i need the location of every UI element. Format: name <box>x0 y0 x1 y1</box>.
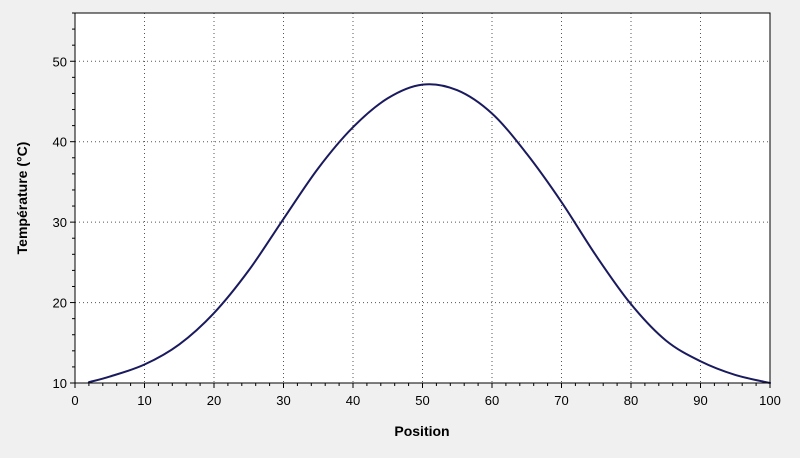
series-line <box>87 83 771 384</box>
series-layer <box>87 83 771 384</box>
y-tick-label: 40 <box>53 135 67 150</box>
x-tick-label: 100 <box>759 393 781 408</box>
x-tick-label: 0 <box>71 393 78 408</box>
x-tick-label: 60 <box>485 393 499 408</box>
axes: 0 10 20 30 40 50 60 70 80 90 100 10 20 30 40 50 <box>53 12 781 408</box>
x-tick-label: 70 <box>554 393 568 408</box>
x-axis-title: Position <box>394 423 449 439</box>
grid <box>75 13 770 383</box>
x-tick-label: 10 <box>137 393 151 408</box>
x-tick-label: 80 <box>624 393 638 408</box>
y-tick-label: 50 <box>53 54 67 69</box>
y-axis-title: Température (°C) <box>14 142 30 255</box>
y-tick-label: 20 <box>53 296 67 311</box>
y-tick-label: 30 <box>53 215 67 230</box>
x-tick-label: 40 <box>346 393 360 408</box>
x-tick-label: 90 <box>693 393 707 408</box>
y-tick-label: 10 <box>53 376 67 391</box>
x-tick-label: 30 <box>276 393 290 408</box>
x-tick-label: 20 <box>207 393 221 408</box>
x-tick-label: 50 <box>415 393 429 408</box>
plot-border <box>74 12 771 384</box>
